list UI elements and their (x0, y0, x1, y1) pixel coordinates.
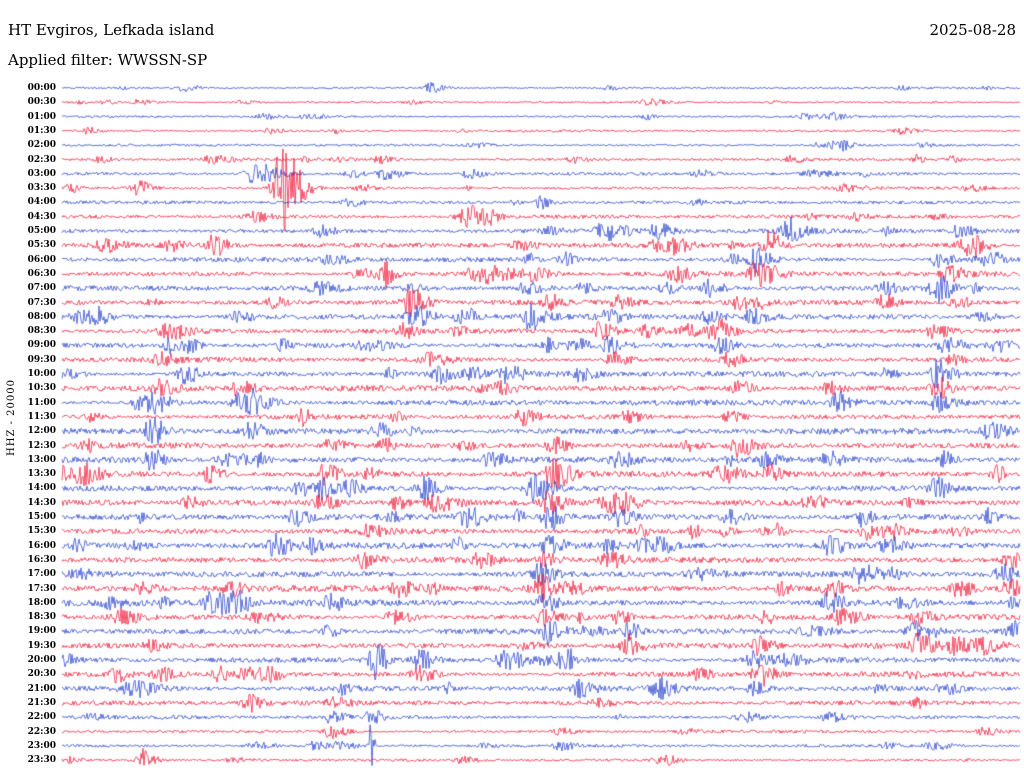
time-label: 12:30 (27, 440, 56, 451)
time-label: 15:30 (27, 526, 56, 537)
time-label: 07:00 (27, 283, 56, 294)
date-label: 2025-08-28 (929, 21, 1016, 39)
time-label: 22:00 (27, 712, 56, 723)
time-label: 23:00 (27, 740, 56, 751)
filter-label: Applied filter: WWSSN-SP (8, 51, 208, 69)
time-label: 02:00 (27, 140, 56, 151)
time-label: 08:30 (27, 326, 56, 337)
time-label: 07:30 (27, 297, 56, 308)
time-label: 03:30 (27, 183, 56, 194)
time-label: 09:30 (27, 354, 56, 365)
time-label: 00:00 (27, 83, 56, 93)
time-label: 02:30 (27, 154, 56, 165)
time-label: 22:30 (27, 726, 56, 737)
time-label: 03:00 (27, 168, 56, 179)
time-label: 10:30 (27, 383, 56, 394)
time-label: 09:00 (27, 340, 56, 351)
time-label: 08:00 (27, 311, 56, 322)
time-label: 06:00 (27, 254, 56, 265)
time-label: 18:30 (27, 612, 56, 623)
time-label: 05:00 (27, 226, 56, 236)
time-label: 06:30 (27, 268, 56, 279)
time-label: 13:30 (27, 469, 56, 480)
time-label: 04:30 (27, 211, 56, 222)
time-label: 00:30 (27, 97, 56, 108)
time-label: 01:00 (27, 111, 56, 122)
time-label: 15:00 (27, 512, 56, 522)
time-label: 19:00 (27, 626, 56, 637)
time-label: 12:00 (27, 426, 56, 437)
time-label: 14:00 (27, 483, 56, 494)
time-label: 16:30 (27, 554, 56, 565)
time-label: 11:00 (27, 397, 56, 408)
time-label: 21:30 (27, 697, 56, 708)
time-label: 20:00 (27, 655, 56, 665)
time-label: 20:30 (27, 669, 56, 680)
time-label: 13:00 (27, 454, 56, 465)
time-label: 21:00 (27, 683, 56, 694)
time-label: 23:30 (27, 755, 56, 766)
time-label: 11:30 (27, 411, 56, 422)
time-label: 17:00 (27, 569, 56, 580)
time-label: 18:00 (27, 597, 56, 608)
time-label: 16:00 (27, 540, 56, 551)
channel-axis-label: HHZ - 20000 (6, 379, 17, 456)
station-title: HT Evgiros, Lefkada island (8, 21, 215, 39)
time-label: 01:30 (27, 125, 56, 136)
time-label: 05:30 (27, 240, 56, 251)
time-label: 17:30 (27, 583, 56, 594)
time-label: 10:00 (27, 369, 56, 379)
time-label: 04:00 (27, 197, 56, 208)
time-label: 14:30 (27, 497, 56, 508)
time-label: 19:30 (27, 640, 56, 651)
